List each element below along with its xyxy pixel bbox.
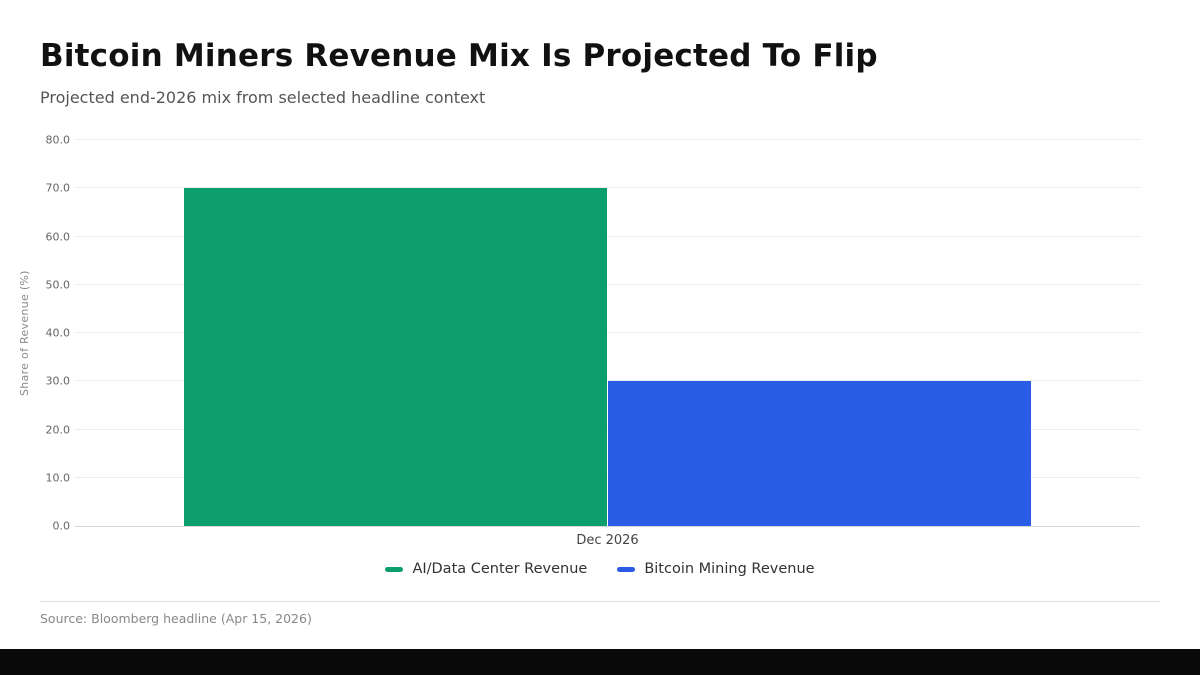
y-tick-label: 10.0 — [45, 471, 71, 485]
gridline — [75, 187, 1140, 189]
y-tick-label: 30.0 — [45, 374, 71, 388]
source-note: Source: Bloomberg headline (Apr 15, 2026… — [40, 611, 312, 626]
y-tick-label: 0.0 — [52, 519, 71, 533]
y-axis-tick-labels: 0.0 10.0 20.0 30.0 40.0 50.0 60.0 70.0 80.0 — [0, 134, 71, 533]
y-tick-label: 80.0 — [45, 133, 71, 147]
bar-bitcoin-mining-revenue — [607, 381, 1032, 526]
legend-item: AI/Data Center Revenue — [385, 561, 587, 577]
plot-area — [75, 139, 1140, 527]
legend-item: Bitcoin Mining Revenue — [617, 561, 815, 577]
y-tick-label: 20.0 — [45, 423, 71, 436]
bottom-black-bar — [0, 649, 1200, 675]
legend-label: AI/Data Center Revenue — [412, 561, 588, 577]
chart-title: Bitcoin Miners Revenue Mix Is Projected … — [40, 38, 878, 74]
legend: AI/Data Center Revenue Bitcoin Mining Rev… — [0, 561, 1200, 577]
legend-marker — [385, 566, 404, 572]
x-axis-tick-label: Dec 2026 — [576, 533, 639, 548]
gridline — [75, 332, 1140, 333]
legend-label: Bitcoin Mining Revenue — [644, 561, 815, 577]
y-tick-label: 70.0 — [45, 181, 71, 195]
y-tick-label: 60.0 — [45, 230, 71, 243]
gridline — [75, 380, 1140, 382]
gridline — [75, 139, 1140, 140]
bar-ai-data-center-revenue — [183, 188, 608, 526]
y-tick-label: 50.0 — [45, 278, 71, 292]
chart-subtitle: Projected end-2026 mix from selected hea… — [40, 88, 486, 107]
y-tick-label: 40.0 — [45, 326, 71, 340]
gridline — [75, 283, 1140, 285]
gridline — [75, 235, 1140, 237]
legend-marker — [617, 566, 636, 572]
footer-divider — [40, 601, 1160, 602]
